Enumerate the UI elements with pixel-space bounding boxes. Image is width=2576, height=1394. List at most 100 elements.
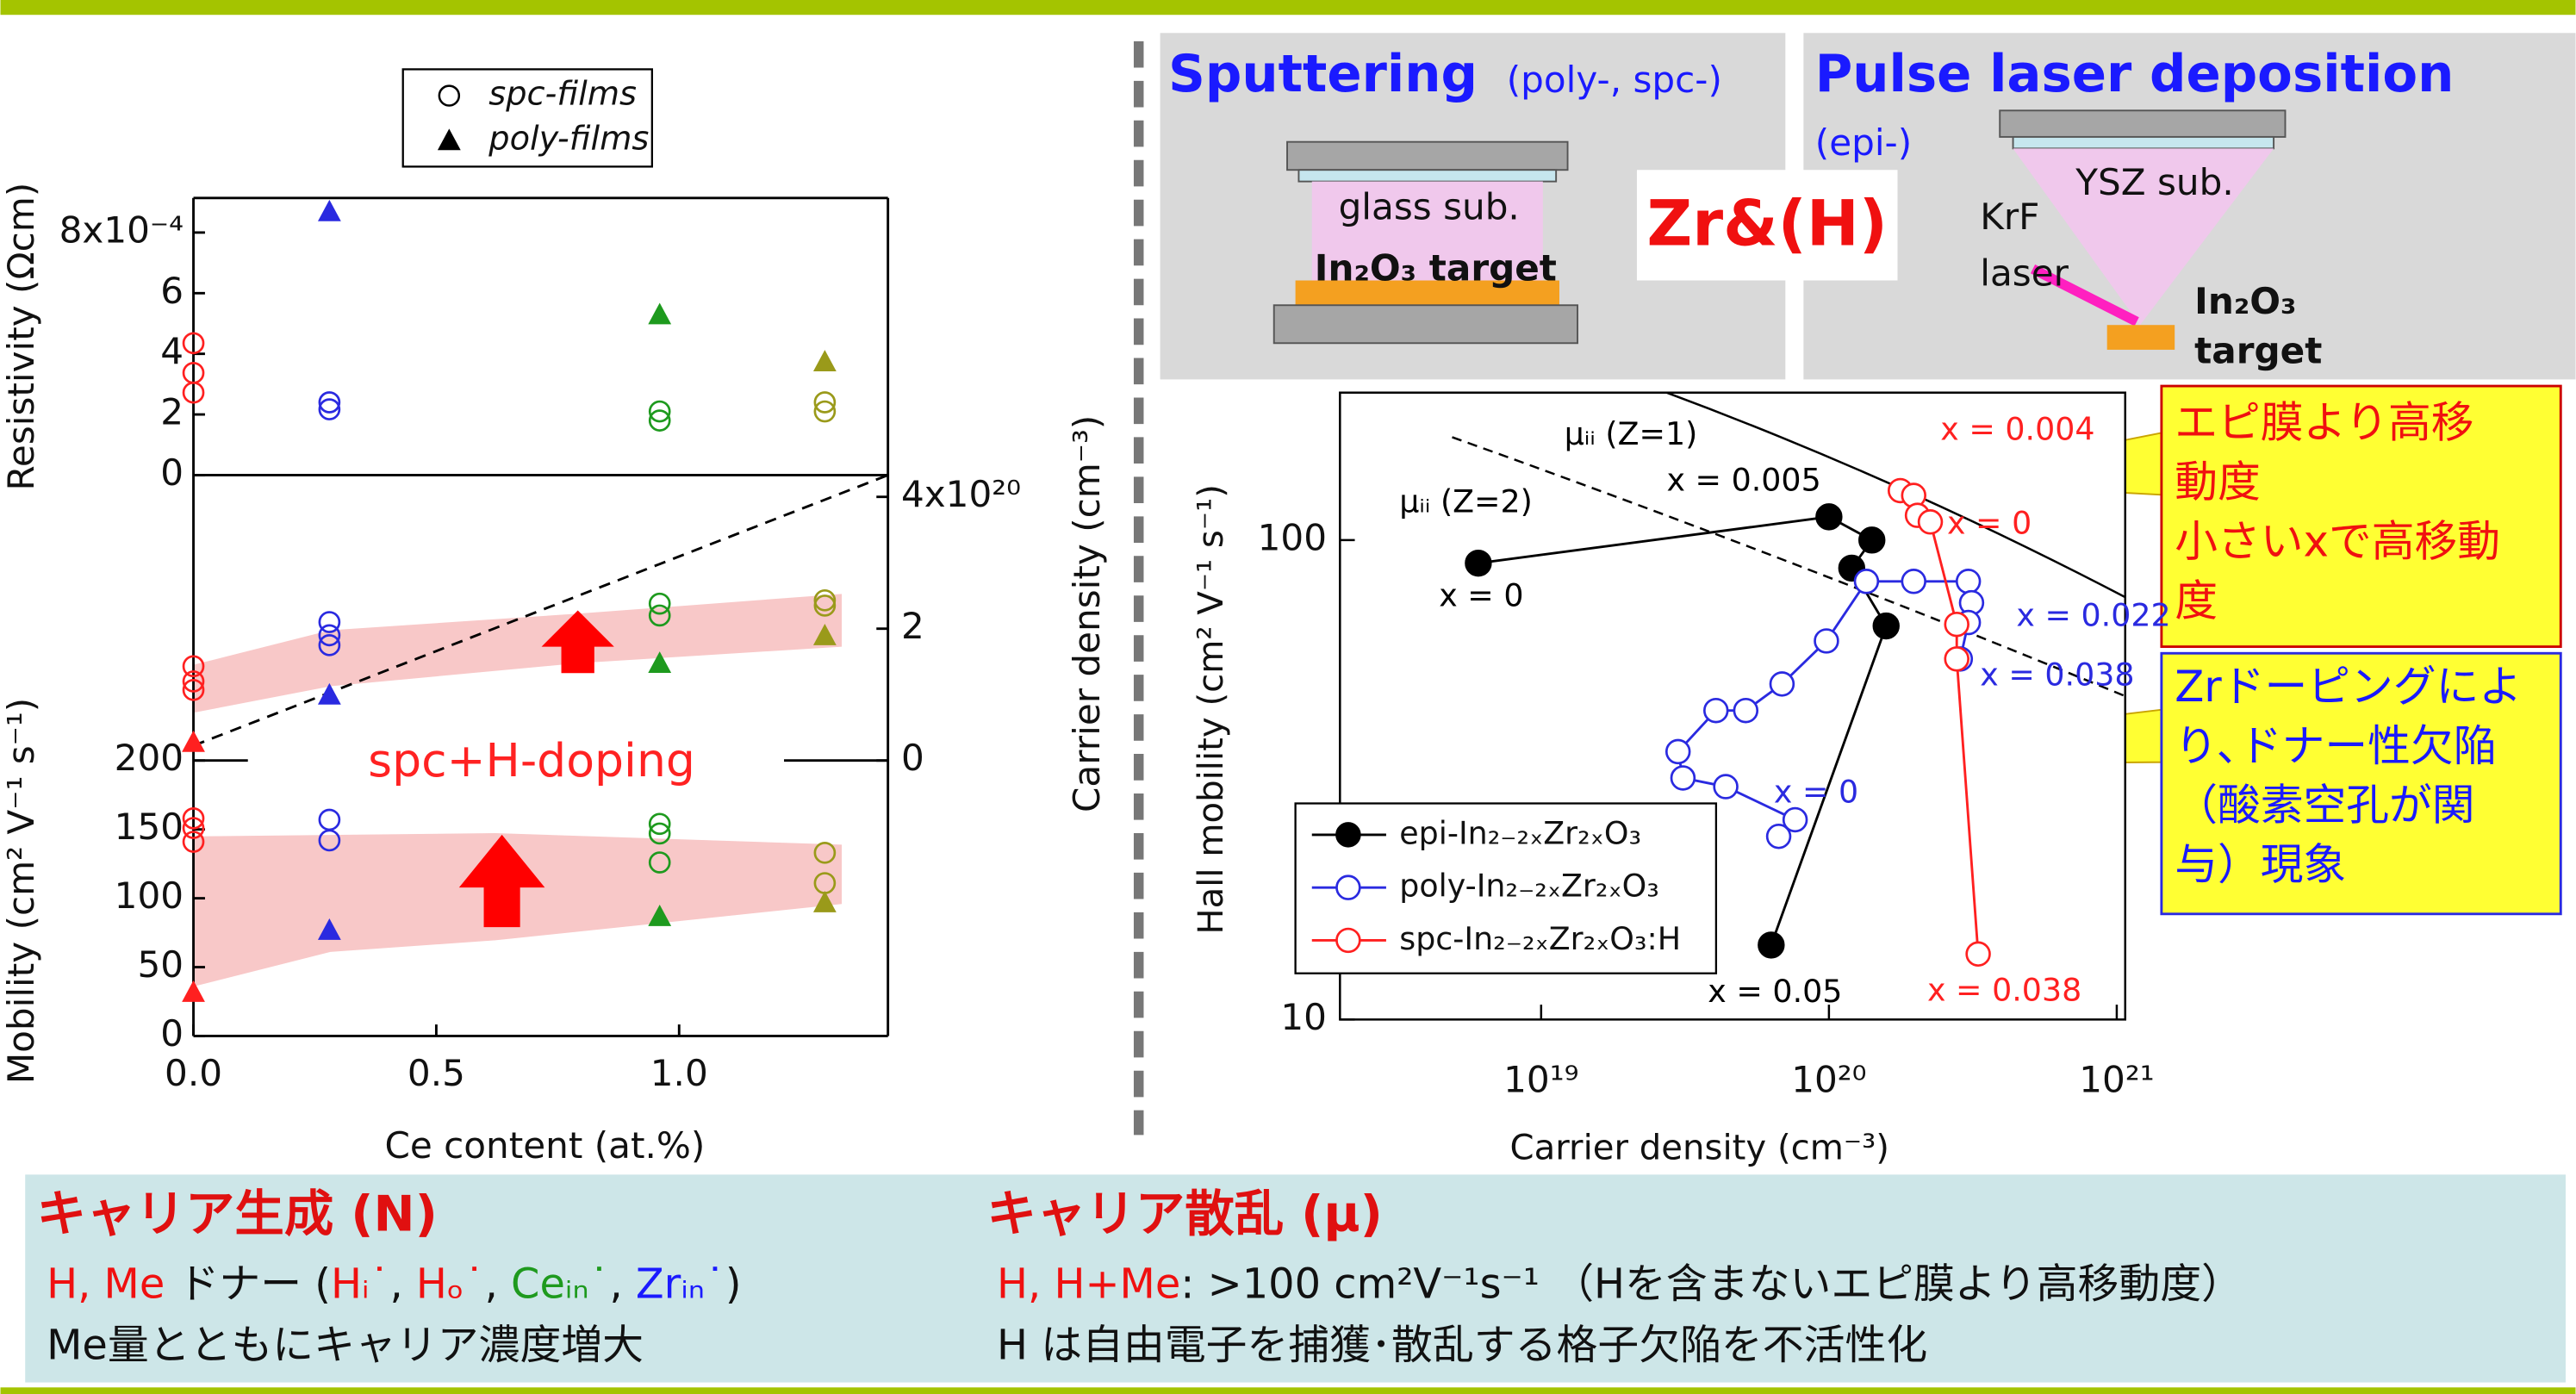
y-tick-label: 4x10²⁰ [901, 473, 1021, 515]
data-point [1902, 569, 1926, 593]
y-axis-label: Carrier density (cm⁻³) [1066, 415, 1108, 812]
y-tick-label: 6 [160, 270, 184, 312]
heading: Pulse laser deposition [1815, 44, 2455, 103]
heading: Sputtering [1168, 44, 1478, 103]
slide: 0 2 4 6 8x10⁻⁴ Resistivity (Ωcm) spc-films poly… [0, 0, 2576, 1394]
x-tick-label: 10²⁰ [1791, 1059, 1866, 1101]
y-axis-label: Mobility (cm² V⁻¹ s⁻¹) [0, 698, 42, 1084]
data-point [1704, 699, 1727, 722]
text-part: ドナー ( [165, 1261, 331, 1309]
text-part: Hₒ˙ [416, 1261, 485, 1309]
text-part: ) [725, 1261, 742, 1309]
annotation: x = 0.005 [1666, 462, 1820, 499]
heading: Zr&(H) [1647, 187, 1888, 260]
x-tick-label: 0.5 [408, 1052, 465, 1094]
callout-text: り､ドナー性欠陥 [2175, 721, 2496, 771]
annotation: μᵢᵢ (Z=1) [1565, 415, 1698, 452]
data-point [1919, 510, 1942, 533]
text-part: H は自由電子を捕獲･散乱する格子欠陥を不活性化 [997, 1322, 1927, 1369]
target [2107, 325, 2175, 350]
text-part: Zrᵢₙ˙ [636, 1261, 725, 1309]
data-point [813, 350, 837, 371]
callout-text: エピ膜より高移 [2175, 398, 2473, 448]
data-point [1945, 647, 1969, 670]
label: laser [1980, 252, 2069, 294]
data-point [1817, 505, 1842, 530]
data-point [1734, 699, 1758, 722]
annotation: x = 0 [1947, 504, 2032, 541]
text-part: , [609, 1261, 635, 1309]
ysz-substrate [2013, 137, 2274, 148]
data-point [1666, 740, 1689, 763]
x-tick-label: 0.0 [165, 1052, 222, 1094]
legend-label: epi-In₂₋₂ₓZr₂ₓO₃ [1399, 814, 1641, 851]
text-part: , [485, 1261, 511, 1309]
y-tick-label: 0 [901, 737, 924, 779]
data-point [1758, 933, 1783, 958]
bottom-bar [1, 1387, 2576, 1394]
callout-text: （酸素空孔が関 [2175, 781, 2474, 831]
y-tick-label: 8x10⁻⁴ [59, 208, 184, 251]
y-tick-label: 10 [1280, 996, 1327, 1038]
substrate-holder [2000, 110, 2285, 137]
y-tick-label: 0 [160, 1012, 184, 1055]
data-point [1466, 551, 1491, 576]
label: In₂O₃ target [1315, 247, 1557, 289]
band [194, 594, 843, 713]
glass-substrate [1298, 170, 1556, 181]
heading: キャリア生成 (N) [37, 1186, 438, 1243]
legend-label: spc-In₂₋₂ₓZr₂ₓO₃:H [1399, 920, 1681, 957]
x-axis-label: Carrier density (cm⁻³) [1510, 1129, 1889, 1168]
y-axis-label: Hall mobility (cm² V⁻¹ s⁻¹) [1192, 484, 1231, 935]
data-point [1855, 569, 1878, 593]
label: target [2194, 329, 2322, 371]
y-tick-label: 100 [1258, 516, 1327, 558]
annotation: x = 0 [1774, 774, 1858, 811]
target-holder [1274, 305, 1577, 343]
y-tick-label: 4 [160, 330, 184, 372]
y-tick-label: 50 [137, 943, 184, 986]
text-part: : >100 cm²V⁻¹s⁻¹ （Hを含まないエピ膜より高移動度） [1180, 1261, 2243, 1309]
legend-label: poly-In₂₋₂ₓZr₂ₓO₃ [1399, 868, 1659, 905]
summary-line: H, H+Me: >100 cm²V⁻¹s⁻¹ （Hを含まないエピ膜より高移動度… [997, 1261, 2243, 1309]
annotation: μᵢᵢ (Z=2) [1399, 483, 1533, 520]
legend-marker [1336, 929, 1360, 952]
top-bar [1, 0, 2576, 15]
annotation: x = 0.038 [1980, 657, 2134, 694]
legend-label: spc-films [488, 75, 637, 114]
label: In₂O₃ [2194, 280, 2296, 322]
callout-text: 小さいxで高移動 [2175, 516, 2500, 566]
x-tick-label: 1.0 [650, 1052, 708, 1094]
data-point [1874, 613, 1899, 638]
data-point [320, 810, 339, 830]
y-axis-label: Resistivity (Ωcm) [0, 183, 42, 491]
data-point [1815, 630, 1839, 653]
substrate-holder [1287, 142, 1568, 171]
text-part: H, Me [47, 1261, 165, 1309]
text-part: Me量とともにキャリア濃度増大 [47, 1322, 644, 1369]
legend-label: poly-films [488, 119, 649, 158]
data-point [1945, 613, 1969, 636]
label: (epi-) [1815, 121, 1912, 164]
y-tick-label: 150 [115, 806, 184, 848]
data-point [1671, 767, 1695, 790]
x-tick-label: 10¹⁹ [1503, 1059, 1578, 1101]
y-tick-label: 0 [160, 451, 184, 494]
callout-text: 度 [2175, 576, 2218, 625]
annotation: x = 0.022 [2016, 597, 2170, 634]
callout-text: 動度 [2175, 457, 2261, 507]
annotation: spc+H-doping [368, 733, 695, 787]
y-tick-label: 100 [115, 874, 184, 917]
data-point [1783, 808, 1807, 831]
x-tick-label: 10²¹ [2079, 1059, 2154, 1101]
callout-text: Zrドーピングによ [2175, 662, 2522, 712]
y-tick-label: 2 [160, 391, 184, 433]
legend-marker [1336, 823, 1360, 846]
data-point [318, 200, 341, 221]
label: YSZ sub. [2075, 161, 2233, 203]
annotation: x = 0 [1439, 577, 1523, 614]
y-tick-label: 200 [115, 737, 184, 779]
callout-text: 与）現象 [2175, 840, 2346, 890]
data-point [648, 303, 671, 325]
text-part: , [389, 1261, 415, 1309]
